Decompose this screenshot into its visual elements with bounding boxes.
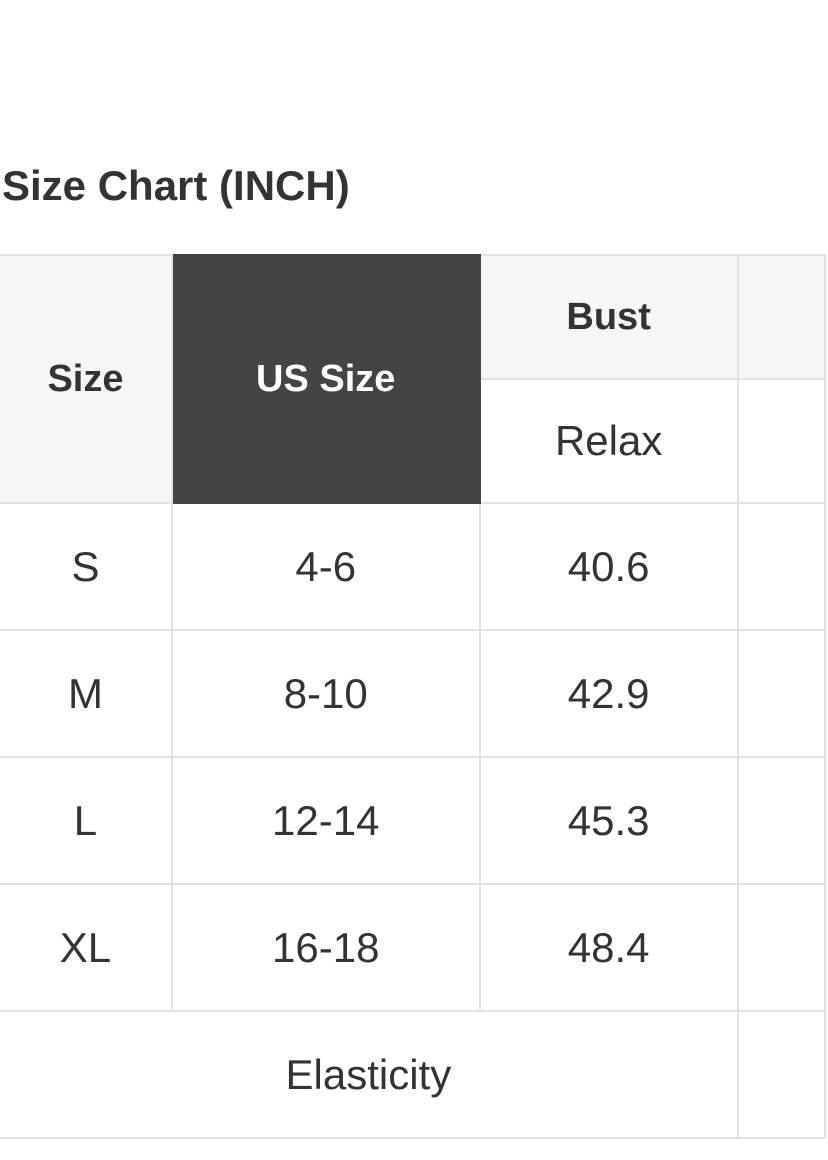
cell-bust: 45.3 <box>478 756 739 885</box>
subheader-row: Relax <box>0 378 827 504</box>
header-us-size: US Size <box>170 254 481 504</box>
elasticity-row: Elasticity <box>0 1010 827 1139</box>
table-row: S 4-6 40.6 <box>0 502 827 631</box>
header-row: Size US Size Bust <box>0 254 827 504</box>
cell-size: M <box>0 629 173 758</box>
cell-extra <box>736 1010 827 1139</box>
cell-elasticity: Elasticity <box>0 1010 739 1139</box>
header-extra-sub <box>736 378 827 504</box>
cell-bust: 48.4 <box>478 883 739 1012</box>
size-chart-table: Size US Size Bust Relax S 4-6 40.6 M 8-1… <box>0 254 827 1139</box>
header-relax: Relax <box>478 378 739 504</box>
cell-extra <box>736 502 827 631</box>
header-extra <box>736 254 827 380</box>
cell-us-size: 12-14 <box>170 756 481 885</box>
size-chart-title: Size Chart (INCH) <box>2 162 350 209</box>
cell-size: L <box>0 756 173 885</box>
cell-extra <box>736 883 827 1012</box>
table-row: XL 16-18 48.4 <box>0 883 827 1012</box>
cell-bust: 40.6 <box>478 502 739 631</box>
header-bust: Bust <box>478 254 739 380</box>
cell-size: XL <box>0 883 173 1012</box>
cell-extra <box>736 629 827 758</box>
cell-size: S <box>0 502 173 631</box>
cell-extra <box>736 756 827 885</box>
table-row: L 12-14 45.3 <box>0 756 827 885</box>
cell-us-size: 4-6 <box>170 502 481 631</box>
table-row: M 8-10 42.9 <box>0 629 827 758</box>
header-size: Size <box>0 254 173 504</box>
cell-us-size: 8-10 <box>170 629 481 758</box>
cell-bust: 42.9 <box>478 629 739 758</box>
cell-us-size: 16-18 <box>170 883 481 1012</box>
